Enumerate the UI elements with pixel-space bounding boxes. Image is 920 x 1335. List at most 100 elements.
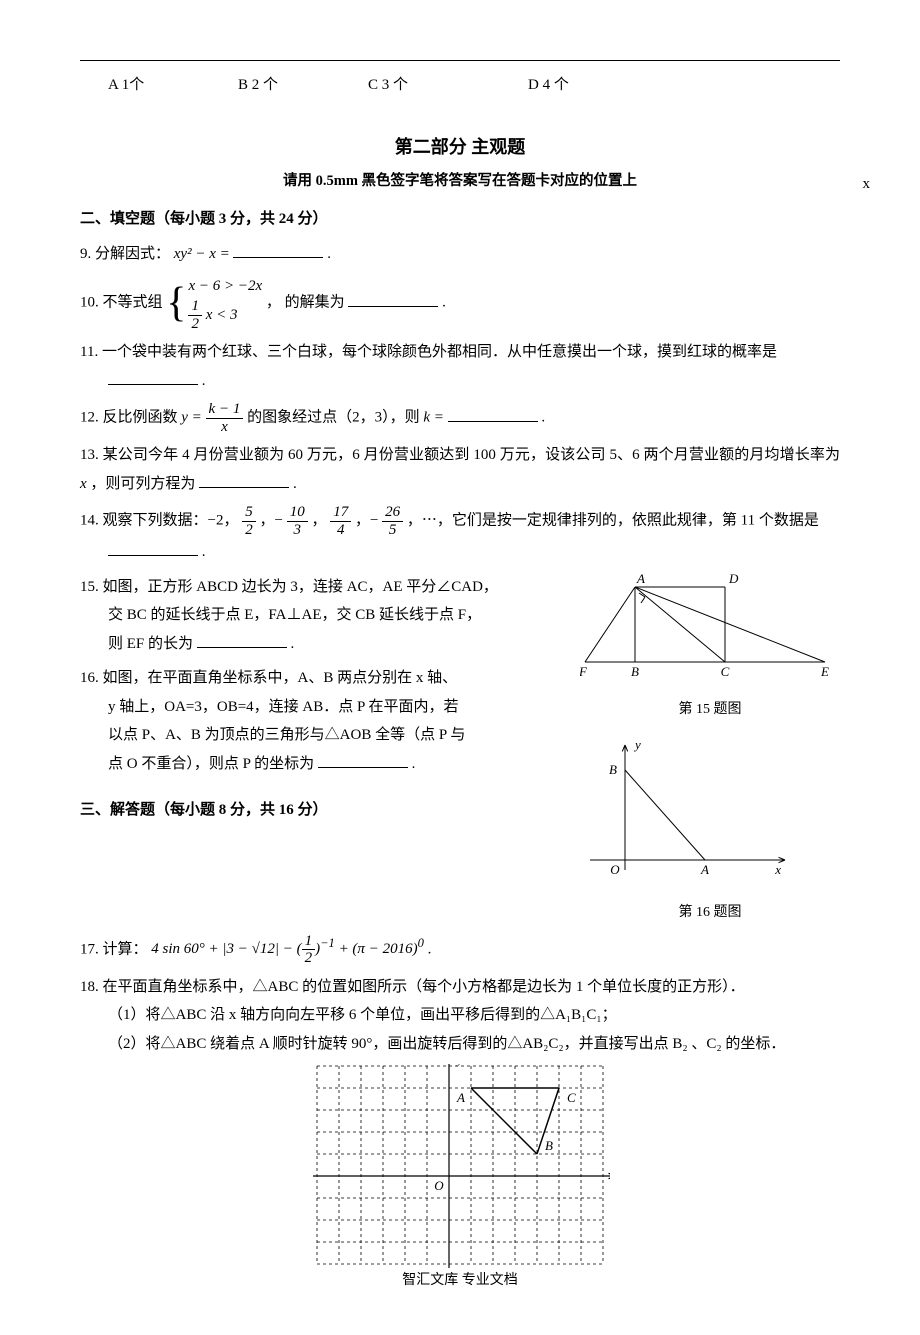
q14-f4n: 26: [382, 504, 403, 522]
svg-text:A: A: [456, 1090, 465, 1105]
svg-text:x: x: [774, 862, 781, 877]
q16-l2: y 轴上，OA=3，OB=4，连接 AB．点 P 在平面内，若: [80, 699, 459, 715]
q14-f3d: 4: [330, 522, 351, 539]
part2-title: 第二部分 主观题: [80, 130, 840, 164]
q18-text: 在平面直角坐标系中，△ABC 的位置如图所示（每个小方格都是边长为 1 个单位长…: [103, 979, 745, 995]
q16-figure: y x O A B: [580, 730, 800, 890]
q10-text-a: 不等式组: [103, 295, 163, 311]
q9-blank[interactable]: [233, 242, 323, 258]
q14-blank[interactable]: [108, 540, 198, 556]
brace-icon: {: [166, 282, 186, 324]
option-a: A 1个: [108, 71, 238, 100]
q13-text-b: ，则可列方程为: [87, 476, 196, 492]
q14-dot: .: [202, 544, 206, 560]
q10-comma: ，: [266, 295, 281, 311]
q14-c: ，: [311, 513, 326, 529]
stray-x: x: [863, 170, 871, 199]
q10-dot: .: [442, 295, 446, 311]
option-b: B 2 个: [238, 71, 368, 100]
q12-frac-den: x: [206, 419, 244, 436]
q14: 14. 观察下列数据：−2， 52 ，− 103 ， 174 ，− 265 ，⋯…: [80, 504, 840, 567]
options-row: A 1个 B 2 个 C 3 个 D 4 个: [80, 71, 840, 100]
svg-text:A: A: [700, 862, 709, 877]
svg-text:O: O: [610, 862, 620, 877]
svg-text:E: E: [820, 664, 829, 679]
q9-num: 9.: [80, 246, 91, 262]
svg-text:O: O: [434, 1178, 444, 1193]
q12-blank[interactable]: [448, 406, 538, 422]
svg-text:B: B: [545, 1138, 553, 1153]
q18-num: 18.: [80, 979, 99, 995]
q14-b: ，−: [259, 513, 282, 529]
q14-num: 14.: [80, 513, 99, 529]
section3-heading: 三、解答题（每小题 8 分，共 16 分）: [80, 796, 562, 825]
q14-a: 观察下列数据：−2，: [103, 513, 239, 529]
q17-fn: 1: [302, 933, 316, 951]
option-c: C 3 个: [368, 71, 528, 100]
q15-num: 15.: [80, 579, 99, 595]
q13-num: 13.: [80, 447, 99, 463]
q15-figure: ADFBCE: [580, 567, 830, 687]
q14-f1d: 2: [242, 522, 256, 539]
q10-frac-num: 1: [188, 298, 202, 316]
q14-f3n: 17: [330, 504, 351, 522]
q12-keq: k =: [423, 410, 444, 426]
q9-math: xy² − x =: [174, 246, 230, 262]
svg-text:A: A: [636, 571, 645, 586]
svg-text:B: B: [631, 664, 639, 679]
q17-text: 计算：: [103, 941, 148, 957]
q9-dot: .: [327, 246, 331, 262]
q9: 9. 分解因式： xy² − x = .: [80, 240, 840, 269]
q15-l2: 交 BC 的延长线于点 E，FA⊥AE，交 CB 延长线于点 F，: [80, 607, 481, 623]
q12-dot: .: [541, 410, 545, 426]
q14-d: ，−: [355, 513, 378, 529]
svg-text:y: y: [455, 1064, 463, 1067]
q15-blank[interactable]: [197, 632, 287, 648]
q14-f4d: 5: [382, 522, 403, 539]
q16: 16. 如图，在平面直角坐标系中，A、B 两点分别在 x 轴、 y 轴上，OA=…: [80, 664, 562, 778]
q15-l3: 则 EF 的长为: [80, 636, 193, 652]
q13: 13. 某公司今年 4 月份营业额为 60 万元，6 月份营业额达到 100 万…: [80, 441, 840, 498]
svg-text:y: y: [633, 737, 641, 752]
q18-figure: yxOABC: [310, 1064, 610, 1272]
svg-text:C: C: [721, 664, 730, 679]
q17-exp2: 0: [418, 936, 424, 950]
svg-text:C: C: [567, 1090, 576, 1105]
q18-p1: （1）将△ABC 沿 x 轴方向向左平移 6 个单位，画出平移后得到的△A₁B₁…: [80, 1001, 840, 1030]
q10-system: { x − 6 > −2x 12 x < 3: [166, 274, 262, 332]
q12-num: 12.: [80, 410, 99, 426]
q10-frac-den: 2: [188, 316, 202, 333]
q17: 17. 计算： 4 sin 60° + |3 − √12| − (12)−1 +…: [80, 933, 840, 967]
q10-eq1: x − 6 > −2x: [188, 278, 262, 294]
svg-text:F: F: [580, 664, 588, 679]
q17-fd: 2: [302, 950, 316, 967]
footer: 智汇文库 专业文档: [80, 1268, 840, 1295]
q14-f1n: 5: [242, 504, 256, 522]
q15-caption: 第 15 题图: [580, 697, 840, 724]
q17-dot: .: [428, 941, 432, 957]
q16-l4: 点 O 不重合），则点 P 的坐标为: [80, 756, 314, 772]
q12-yeq: y =: [181, 410, 202, 426]
q12-text-a: 反比例函数: [103, 410, 182, 426]
q17-num: 17.: [80, 941, 99, 957]
q16-l1: 如图，在平面直角坐标系中，A、B 两点分别在 x 轴、: [103, 670, 458, 686]
q16-l3: 以点 P、A、B 为顶点的三角形与△AOB 全等（点 P 与: [80, 727, 465, 743]
q11-blank[interactable]: [108, 369, 198, 385]
q15-l1: 如图，正方形 ABCD 边长为 3，连接 AC，AE 平分∠CAD，: [103, 579, 498, 595]
q9-text: 分解因式：: [95, 246, 170, 262]
q15-dot: .: [291, 636, 295, 652]
q13-blank[interactable]: [199, 472, 289, 488]
q10-text-b: 的解集为: [285, 295, 345, 311]
q11-dot: .: [202, 373, 206, 389]
top-rule: [80, 60, 840, 61]
q17-expr: 4 sin 60° + |3 − √12| − (12)−1 + (π − 20…: [151, 941, 427, 957]
q10-eq2: 12 x < 3: [188, 307, 237, 323]
q13-x: x: [80, 476, 87, 492]
svg-text:B: B: [609, 762, 617, 777]
q16-blank[interactable]: [318, 752, 408, 768]
q16-num: 16.: [80, 670, 99, 686]
q14-e: ，⋯，它们是按一定规律排列的，依照此规律，第 11 个数据是: [407, 513, 819, 529]
q18-p2: （2）将△ABC 绕着点 A 顺时针旋转 90°，画出旋转后得到的△AB₂C₂，…: [80, 1030, 840, 1059]
q10-blank[interactable]: [348, 291, 438, 307]
section2-heading: 二、填空题（每小题 3 分，共 24 分）: [80, 205, 840, 234]
